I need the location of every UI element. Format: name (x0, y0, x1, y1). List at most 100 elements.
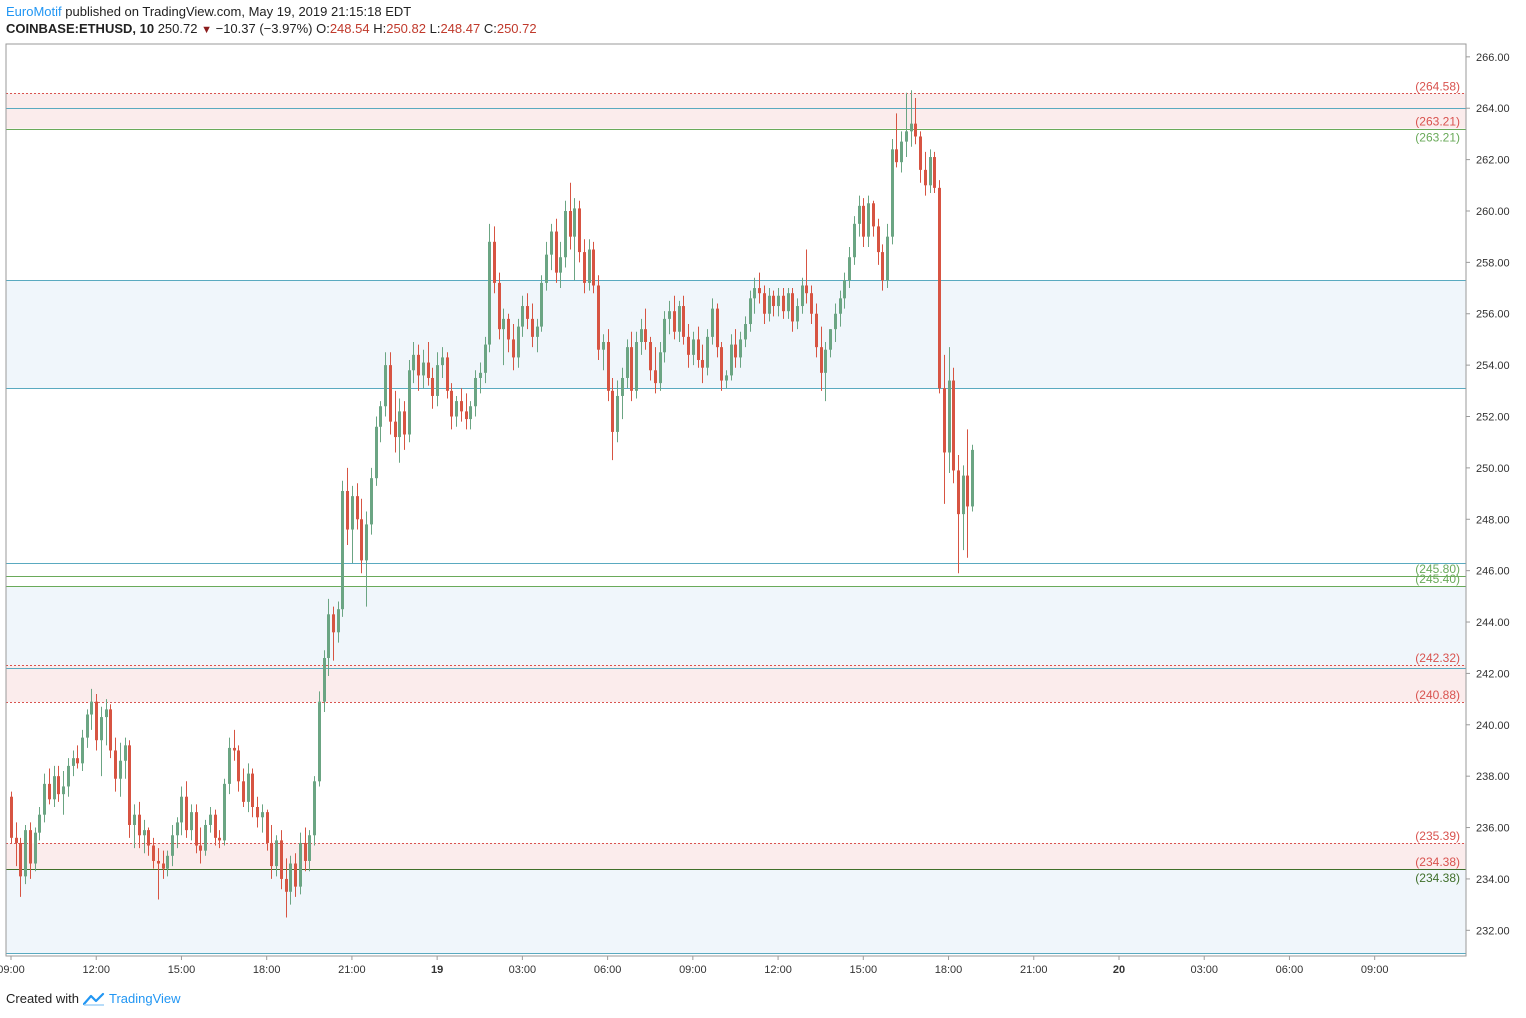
level-label: (240.88) (1415, 688, 1460, 702)
candle-body (455, 401, 458, 417)
candle-body (43, 783, 46, 815)
candle-body (474, 377, 477, 407)
level-labels: (264.58) (263.21) (263.21) (245.80)(245.40)… (1415, 79, 1460, 885)
candle-body (829, 329, 832, 350)
y-tick-label: 266.00 (1476, 52, 1510, 64)
published-text: published on TradingView.com, May 19, 20… (65, 4, 412, 19)
level-label: (234.38) (1415, 871, 1460, 885)
x-tick-label: 15:00 (850, 964, 878, 976)
candle-body (682, 306, 685, 337)
candle-body (616, 395, 619, 432)
candle-body (891, 149, 894, 237)
candle-body (280, 840, 283, 879)
candle-body (332, 614, 335, 633)
candle-body (199, 845, 202, 851)
candle-body (929, 157, 932, 186)
candle-body (644, 329, 647, 343)
candle-body (583, 252, 586, 283)
candle-body (176, 822, 179, 836)
candle-body (209, 814, 212, 825)
candle-body (318, 701, 321, 782)
x-tick-label: 12:00 (82, 964, 110, 976)
candle-body (753, 288, 756, 299)
candle-body (360, 519, 363, 561)
candle-body (34, 832, 37, 864)
candles (10, 90, 974, 918)
level-label: (235.39) (1415, 829, 1460, 843)
candle-body (57, 776, 60, 795)
time-axis[interactable]: 09:00 12:00 15:00 18:00 21:00 19 03:00 06:00 09:… (0, 956, 1388, 976)
candle-body (19, 842, 22, 877)
candle-body (431, 377, 434, 396)
candle-body (630, 347, 633, 391)
candle-body (81, 737, 84, 764)
price-axis[interactable]: 266.00 264.00 262.00 260.00 258.00 256.00 254.… (1466, 52, 1510, 937)
candle-body (881, 252, 884, 281)
y-tick-label: 254.00 (1476, 360, 1510, 372)
x-tick-label: 21:00 (338, 964, 366, 976)
x-tick-label: 06:00 (594, 964, 622, 976)
level-label: (242.32) (1415, 651, 1460, 665)
candle-body (777, 295, 780, 307)
candle-body (910, 123, 913, 132)
candle-body (725, 375, 728, 381)
x-tick-label: 03:00 (1190, 964, 1218, 976)
x-tick-label: 18:00 (253, 964, 281, 976)
close-label: C: (483, 21, 497, 36)
symbol-name[interactable]: COINBASE:ETHUSD, 10 (6, 21, 155, 36)
candle-body (119, 760, 122, 779)
level-lines (6, 93, 1466, 954)
candle-body (848, 257, 851, 281)
candle-body (289, 863, 292, 892)
level-label: (234.38) (1415, 855, 1460, 869)
candle-body (952, 380, 955, 471)
candle-body (256, 806, 259, 818)
candle-body (408, 370, 411, 435)
level-label: (245.80) (1415, 562, 1460, 576)
candle-body (48, 783, 51, 800)
candle-body (218, 837, 221, 841)
candle-body (517, 326, 520, 358)
candle-body (341, 491, 344, 610)
candle-body (659, 352, 662, 384)
down-arrow-icon: ▼ (201, 24, 212, 36)
candle-body (327, 614, 330, 658)
candle-body (157, 860, 160, 864)
candle-body (720, 347, 723, 381)
candle-body (919, 136, 922, 170)
candle-body (886, 236, 889, 281)
candle-body (588, 249, 591, 283)
candle-body (550, 231, 553, 255)
y-tick-label: 244.00 (1476, 617, 1510, 629)
candle-body (687, 336, 690, 355)
candle-body (772, 295, 775, 307)
candle-body (346, 491, 349, 530)
candle-body (914, 123, 917, 137)
candle-body (545, 254, 548, 283)
candle-body (337, 609, 340, 633)
candle-body (668, 311, 671, 319)
candle-body (635, 342, 638, 391)
x-tick-label: 06:00 (1276, 964, 1304, 976)
candle-body (801, 285, 804, 307)
candle-body (299, 842, 302, 887)
author-link[interactable]: EuroMotif (6, 4, 62, 19)
candle-body (412, 354, 415, 371)
candle-body (673, 311, 676, 332)
candle-body (190, 812, 193, 831)
candle-body (791, 293, 794, 322)
candle-body (867, 203, 870, 237)
candle-body (649, 342, 652, 371)
y-tick-label: 264.00 (1476, 103, 1510, 115)
candle-body (114, 750, 117, 779)
tradingview-brand-link[interactable]: TradingView (108, 991, 181, 1006)
candle-body (214, 814, 217, 838)
y-tick-label: 256.00 (1476, 309, 1510, 321)
candle-body (853, 223, 856, 258)
candle-body (228, 747, 231, 784)
candle-body (90, 701, 93, 715)
candle-body (450, 390, 453, 417)
tradingview-logo-icon (82, 992, 105, 1006)
candle-body (261, 812, 264, 818)
